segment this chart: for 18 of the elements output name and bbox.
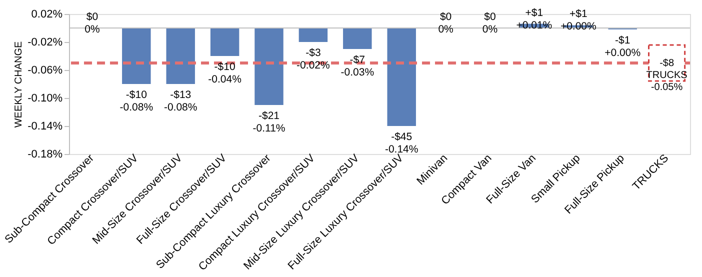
data-label: $0 0%	[482, 11, 498, 36]
annotation: -$8 TRUCKS -0.05%	[646, 58, 688, 93]
y-tick-label: -0.10%	[28, 92, 63, 104]
data-label: +$1 +0.00%	[560, 8, 596, 33]
data-label: -$10 -0.04%	[208, 61, 242, 86]
y-tick-label: -0.06%	[28, 64, 63, 76]
data-label: -$13 -0.08%	[164, 89, 198, 114]
data-label: -$10 -0.08%	[120, 89, 154, 114]
y-tick-label: 0.02%	[31, 8, 63, 20]
y-tick-label: -0.02%	[28, 36, 63, 48]
data-label: -$1 +0.00%	[604, 34, 641, 59]
data-label: -$21 -0.11%	[252, 110, 286, 134]
y-axis-title: WEEKLY CHANGE	[14, 41, 25, 128]
data-label: $0 0%	[438, 11, 454, 36]
data-label: -$3 -0.02%	[296, 47, 330, 72]
data-label: $0 0%	[84, 11, 100, 36]
data-label: -$45 -0.14%	[384, 131, 418, 156]
y-tick-label: -0.14%	[28, 120, 63, 132]
